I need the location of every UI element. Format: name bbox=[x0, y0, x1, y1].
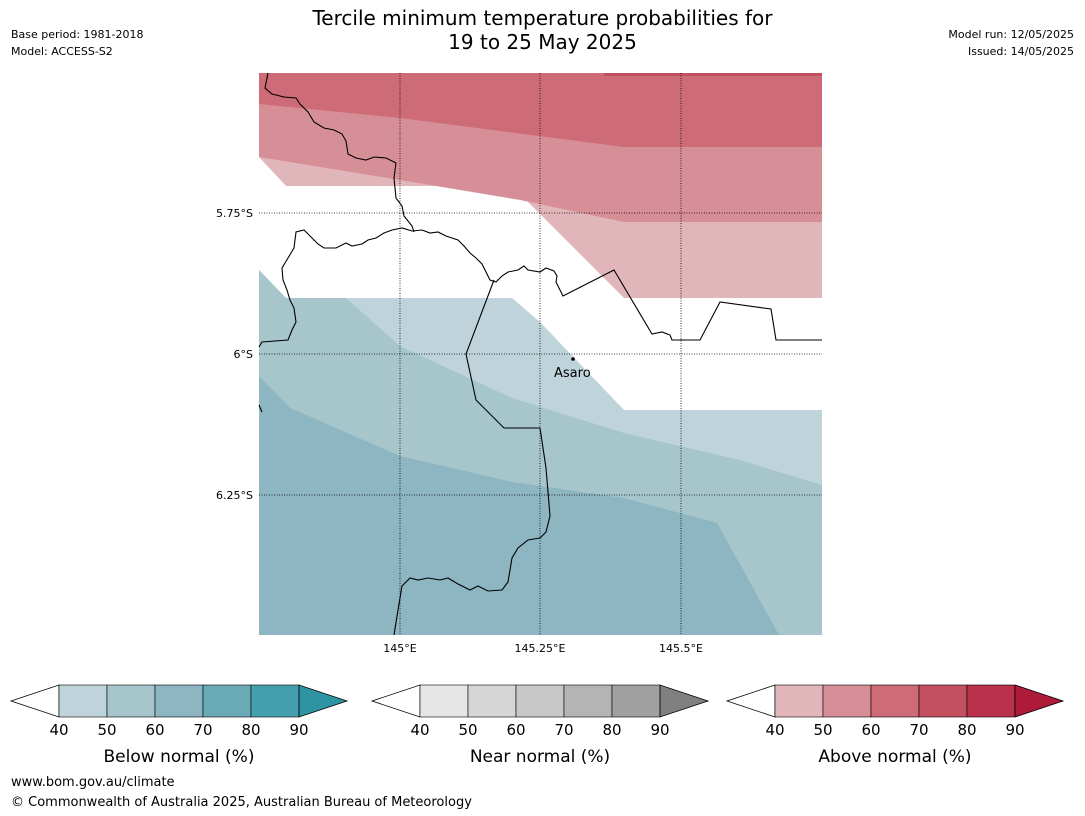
near-normal-colorbar-segment bbox=[611, 684, 661, 718]
above-normal-colorbar-segment bbox=[918, 684, 968, 718]
footer-url: www.bom.gov.au/climate bbox=[11, 775, 175, 790]
above-normal-colorbar: 40 50 60 70 80 90 Above normal (%) bbox=[725, 684, 1065, 767]
below-normal-60-band bbox=[259, 376, 779, 635]
above-normal-colorbar-under-extension bbox=[725, 684, 776, 718]
graticule bbox=[259, 73, 822, 635]
below-normal-colorbar-under-extension bbox=[9, 684, 60, 718]
near-normal-colorbar-title: Near normal (%) bbox=[470, 747, 610, 767]
lat-label-575: 5.75°S bbox=[216, 207, 253, 220]
above-normal-colorbar-segment bbox=[870, 684, 920, 718]
footer-copyright: © Commonwealth of Australia 2025, Austra… bbox=[11, 795, 472, 810]
below-normal-colorbar-segment bbox=[250, 684, 300, 718]
below-normal-colorbar-over-extension bbox=[298, 684, 349, 718]
near-normal-colorbar-tick-label: 60 bbox=[506, 721, 525, 739]
near-normal-colorbar-tick-label: 40 bbox=[410, 721, 429, 739]
near-normal-colorbar-segment bbox=[467, 684, 517, 718]
below-normal-colorbar-title: Below normal (%) bbox=[104, 747, 255, 767]
below-normal-colorbar-tick-label: 60 bbox=[145, 721, 164, 739]
near-normal-colorbar-over-extension bbox=[659, 684, 710, 718]
lat-label-6: 6°S bbox=[234, 348, 253, 361]
below-normal-colorbar-segment bbox=[154, 684, 204, 718]
above-normal-colorbar-tick-label: 50 bbox=[813, 721, 832, 739]
boundary-north bbox=[264, 72, 415, 233]
near-normal-colorbar-tick-label: 90 bbox=[650, 721, 669, 739]
near-normal-colorbar-under-extension bbox=[370, 684, 421, 718]
boundary-south bbox=[393, 279, 551, 636]
chart-title: Tercile minimum temperature probabilitie… bbox=[0, 6, 1085, 54]
near-normal-colorbar-segment bbox=[515, 684, 565, 718]
metadata-right: Model run: 12/05/2025 Issued: 14/05/2025 bbox=[948, 26, 1074, 60]
above-normal-colorbar-segment bbox=[966, 684, 1016, 718]
probability-shading bbox=[259, 73, 822, 635]
title-line-1: Tercile minimum temperature probabilitie… bbox=[312, 6, 773, 30]
above-normal-colorbar-over-extension bbox=[1014, 684, 1065, 718]
above-normal-colorbar-segment bbox=[822, 684, 872, 718]
lon-label-14525: 145.25°E bbox=[515, 642, 566, 655]
below-normal-colorbar-tick-label: 70 bbox=[193, 721, 212, 739]
colorbars: 40 50 60 70 80 90 Below normal (%) 40 50 60 70 80 90… bbox=[9, 684, 1065, 767]
above-normal-colorbar-title: Above normal (%) bbox=[818, 747, 971, 767]
model-label: Model: ACCESS-S2 bbox=[11, 45, 113, 58]
above-normal-colorbar-segment bbox=[774, 684, 824, 718]
near-normal-colorbar-tick-label: 50 bbox=[458, 721, 477, 739]
asaro-label: Asaro bbox=[554, 366, 591, 381]
below-normal-colorbar-tick-label: 90 bbox=[289, 721, 308, 739]
near-normal-colorbar-tick-label: 70 bbox=[554, 721, 573, 739]
metadata-left: Base period: 1981-2018 Model: ACCESS-S2 bbox=[11, 26, 143, 60]
below-normal-colorbar-segment bbox=[202, 684, 252, 718]
longitude-labels: 145°E 145.25°E 145.5°E bbox=[383, 642, 703, 655]
above-normal-colorbar-tick-label: 70 bbox=[909, 721, 928, 739]
province-boundaries bbox=[258, 72, 822, 636]
above-normal-colorbar-tick-label: 60 bbox=[861, 721, 880, 739]
title-line-2: 19 to 25 May 2025 bbox=[448, 30, 637, 54]
below-normal-colorbar-segment bbox=[106, 684, 156, 718]
lon-label-145: 145°E bbox=[383, 642, 416, 655]
below-normal-colorbar-tick-label: 50 bbox=[97, 721, 116, 739]
model-run-label: Model run: 12/05/2025 bbox=[948, 28, 1074, 41]
near-normal-colorbar-segment bbox=[563, 684, 613, 718]
issued-label: Issued: 14/05/2025 bbox=[967, 45, 1074, 58]
lon-label-1455: 145.5°E bbox=[659, 642, 703, 655]
above-normal-colorbar-tick-label: 40 bbox=[765, 721, 784, 739]
latitude-labels: 5.75°S 6°S 6.25°S bbox=[216, 207, 253, 502]
boundary-west bbox=[258, 404, 263, 413]
above-normal-70-sliver bbox=[604, 73, 822, 76]
above-normal-colorbar-tick-label: 90 bbox=[1005, 721, 1024, 739]
asaro-marker bbox=[571, 357, 575, 361]
below-normal-colorbar-tick-label: 40 bbox=[49, 721, 68, 739]
near-normal-colorbar-segment bbox=[419, 684, 469, 718]
boundary-central bbox=[258, 227, 822, 348]
below-normal-colorbar: 40 50 60 70 80 90 Below normal (%) bbox=[9, 684, 349, 767]
above-normal-colorbar-tick-label: 80 bbox=[957, 721, 976, 739]
below-normal-colorbar-tick-label: 80 bbox=[241, 721, 260, 739]
base-period-label: Base period: 1981-2018 bbox=[11, 28, 144, 41]
near-normal-colorbar-tick-label: 80 bbox=[602, 721, 621, 739]
lat-label-625: 6.25°S bbox=[216, 489, 253, 502]
below-normal-colorbar-segment bbox=[58, 684, 108, 718]
near-normal-colorbar: 40 50 60 70 80 90 Near normal (%) bbox=[370, 684, 710, 767]
